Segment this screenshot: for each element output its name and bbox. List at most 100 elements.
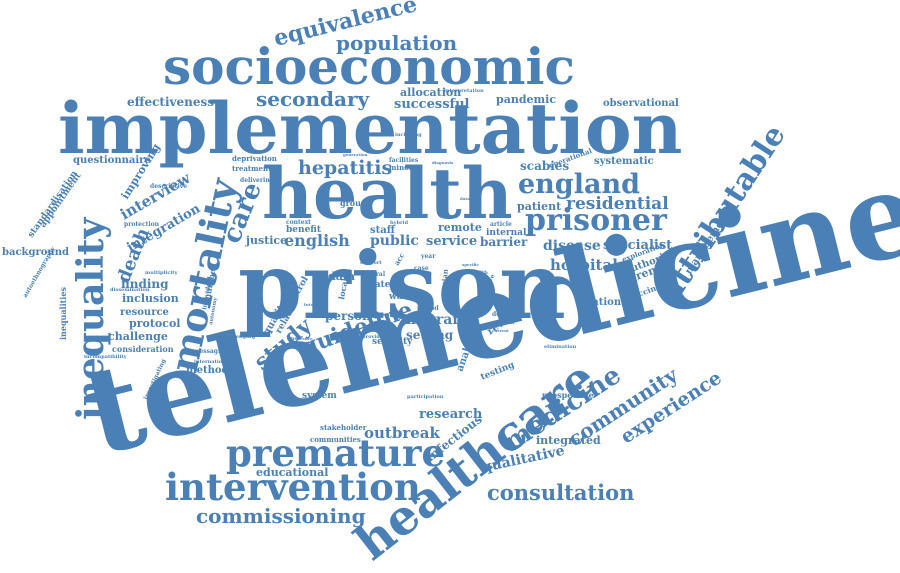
word-inclusion: inclusion: [122, 292, 179, 305]
word-logistical: logistical: [548, 278, 574, 284]
word-internal: internal: [486, 228, 527, 238]
word-health-small: health: [470, 270, 488, 276]
word-dataset: dataset: [460, 196, 477, 201]
word-group: group: [340, 198, 367, 208]
word-setting: setting: [406, 328, 454, 342]
word-english: english: [284, 231, 350, 250]
word-remote: remote: [438, 221, 482, 234]
word-allocation: allocation: [400, 86, 461, 99]
word-residential: residential: [566, 194, 669, 214]
word-generation: generation: [343, 152, 368, 157]
word-disease: disease: [543, 238, 601, 254]
word-integrated: integrated: [536, 434, 601, 447]
word-scabies: scabies: [520, 159, 569, 173]
word-provider: provider: [362, 334, 386, 340]
word-support: support: [360, 260, 382, 266]
word-prisoner: prisoner: [525, 203, 668, 238]
word-barrier: barrier: [480, 235, 528, 249]
word-prospective: prospective: [542, 390, 594, 400]
word-system: system: [302, 391, 337, 401]
word-descriptive: descriptive: [150, 183, 187, 190]
word-public: public: [370, 233, 419, 249]
word-dissemination: dissemination: [110, 287, 150, 293]
word-minority: minority: [389, 163, 423, 172]
word-rate: rate: [370, 280, 391, 290]
word-person: person: [325, 309, 371, 323]
word-background: background: [2, 247, 69, 258]
word-inequalities: inequalities: [58, 287, 68, 340]
word-viral: viral: [369, 271, 386, 278]
word-messaging: messaging: [193, 348, 230, 355]
word-observational: observational: [603, 98, 679, 109]
word-hybrid: hybrid: [390, 220, 409, 226]
word-consultation: consultation: [487, 480, 634, 505]
word-important: important: [492, 320, 515, 325]
word-pandemic: pandemic: [496, 93, 556, 106]
word-england: england: [518, 169, 640, 200]
word-period: period: [417, 305, 439, 312]
word-service: service: [426, 234, 477, 249]
word-context: context: [286, 219, 311, 226]
word-participation: participation: [407, 394, 444, 400]
word-systematic: systematic: [594, 156, 654, 167]
word-deprivation: deprivation: [232, 154, 277, 163]
word-elimination: elimination: [544, 344, 577, 350]
word-interpretation: interpretation: [444, 88, 484, 94]
word-resource: resource: [120, 307, 169, 318]
word-treatment: treatment: [232, 164, 272, 173]
word-inequality: inequality: [70, 217, 112, 420]
word-method: method: [186, 365, 229, 376]
word-security: security: [372, 337, 413, 347]
word-commissioning: commissioning: [196, 504, 366, 528]
word-specific: specific: [462, 262, 479, 267]
word-health: health: [262, 152, 513, 235]
word-facilities: facilities: [389, 157, 419, 164]
word-successful: successful: [394, 97, 470, 112]
word-diagnosis: diagnosis: [432, 160, 454, 165]
word-protection: protection: [124, 221, 160, 228]
word-intervention: intervention: [165, 465, 421, 509]
word-socioeconomic: socioeconomic: [163, 37, 575, 96]
word-communities: communities: [310, 435, 361, 444]
word-multiplicity: multiplicity: [145, 270, 179, 276]
word-difference: difference: [290, 336, 313, 341]
word-specialist: specialist: [603, 238, 672, 253]
word-hospital: hospital: [550, 256, 618, 274]
word-research: research: [419, 407, 483, 422]
word-stakeholder: stakeholder: [320, 423, 367, 432]
word-case: case: [414, 265, 429, 272]
word-national: national: [585, 297, 632, 308]
word-migrant: migrant: [406, 312, 470, 328]
word-effectiveness: effectiveness: [127, 95, 214, 109]
word-population: population: [336, 31, 458, 55]
word-delivery: delivery: [492, 311, 519, 318]
word-challenging: challenging: [222, 334, 256, 340]
word-educational: educational: [256, 466, 328, 479]
word-staff: staff: [370, 225, 396, 236]
word-future: future: [304, 302, 318, 307]
word-prison: prison: [238, 232, 566, 340]
word-asian: asian: [439, 269, 450, 290]
word-hepatitis: hepatitis: [298, 157, 392, 179]
word-local: local: [336, 277, 350, 300]
word-data: data: [328, 270, 355, 283]
word-outbreak: outbreak: [364, 424, 440, 442]
word-autonomy: autonomy: [208, 296, 219, 325]
word-patient: patient: [517, 200, 562, 213]
word-current: current: [492, 328, 509, 333]
word-benefit: benefit: [286, 225, 322, 235]
word-protocol: protocol: [129, 317, 180, 330]
word-incompatibility: incompatibility: [84, 354, 128, 360]
word-questionnaire: questionnaire: [73, 155, 151, 166]
word-targeting: targeting: [538, 312, 565, 318]
word-international: international: [194, 359, 231, 365]
word-finding: finding: [121, 277, 169, 291]
word-including: including: [395, 132, 422, 138]
word-implementation: implementation: [58, 87, 682, 170]
word-justice: justice: [245, 234, 287, 247]
word-premature: premature: [226, 431, 445, 475]
word-article: article: [490, 221, 512, 228]
word-consideration: consideration: [112, 344, 174, 354]
word-secondary: secondary: [256, 87, 371, 111]
